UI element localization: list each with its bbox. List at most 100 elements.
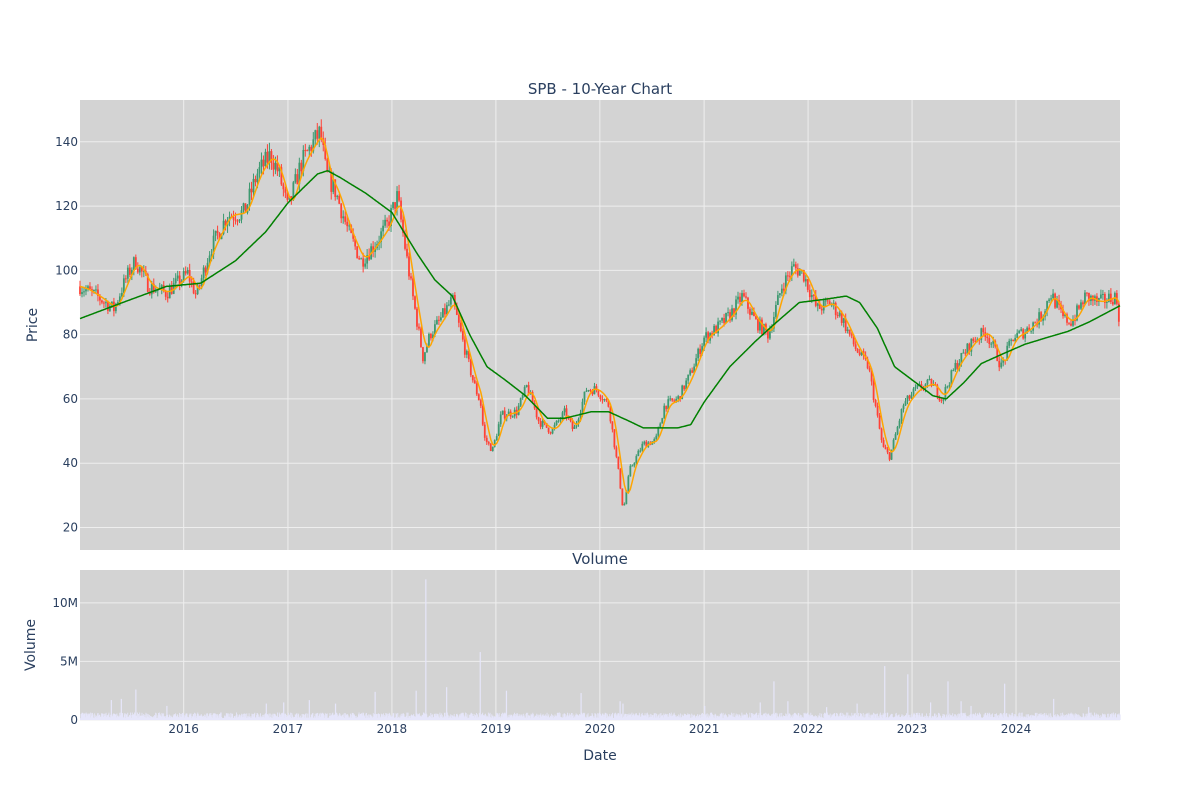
volume-bar — [204, 714, 206, 720]
volume-bar — [742, 714, 744, 720]
volume-bar — [364, 715, 366, 720]
price-y-tick-label: 120 — [55, 199, 78, 213]
candle-body — [491, 446, 494, 452]
volume-bar — [169, 715, 171, 720]
volume-bar — [828, 715, 829, 720]
candle-body — [725, 312, 727, 323]
volume-bar — [989, 713, 991, 720]
volume-bar — [866, 712, 868, 720]
volume-bar — [851, 712, 853, 720]
volume-bar — [1038, 714, 1040, 720]
volume-bar — [189, 713, 191, 720]
volume-bar — [358, 712, 360, 720]
volume-bar — [956, 717, 958, 720]
volume-bar — [764, 713, 766, 720]
candle-body — [619, 468, 622, 489]
volume-bar — [657, 714, 659, 720]
volume-bar — [81, 713, 83, 720]
volume-bar — [801, 716, 803, 720]
volume-bar — [267, 714, 269, 720]
volume-bar — [644, 713, 646, 720]
candle-body — [101, 300, 103, 303]
volume-bar — [986, 715, 988, 720]
volume-bar — [258, 714, 260, 720]
volume-bar — [305, 713, 306, 720]
volume-bar — [890, 714, 892, 720]
volume-bar — [604, 712, 606, 720]
candle-body — [557, 420, 560, 422]
volume-bar — [833, 713, 835, 720]
volume-bar — [494, 716, 496, 720]
volume-bar — [934, 713, 936, 720]
volume-bar — [287, 717, 289, 720]
volume-bar — [661, 715, 663, 720]
volume-spike-bar — [773, 681, 775, 720]
volume-bar — [113, 713, 114, 720]
candle-body — [250, 188, 253, 193]
candle-body — [352, 232, 355, 239]
volume-bar — [727, 716, 729, 720]
candle-body — [449, 297, 452, 305]
volume-bar — [800, 717, 802, 720]
volume-bar — [84, 713, 86, 720]
volume-bar — [347, 714, 349, 720]
candle-body — [571, 420, 574, 429]
volume-bar — [687, 715, 689, 720]
volume-bar — [642, 714, 644, 720]
candle-body — [916, 384, 919, 388]
volume-bar — [1008, 713, 1010, 720]
volume-bar — [818, 717, 820, 720]
volume-bar — [1010, 715, 1012, 720]
candle-body — [1113, 293, 1116, 305]
volume-bar — [722, 712, 724, 720]
volume-bar — [187, 717, 189, 720]
candle-body — [637, 450, 640, 457]
volume-bar — [693, 715, 694, 720]
candle-body — [780, 288, 783, 294]
volume-bar — [382, 716, 384, 720]
volume-bar — [972, 717, 974, 720]
volume-bar — [286, 716, 288, 720]
volume-bar — [143, 716, 145, 720]
candle-body — [318, 126, 321, 139]
volume-bar — [642, 716, 644, 720]
volume-bar — [521, 714, 523, 720]
candle-body — [880, 428, 883, 441]
volume-bar — [739, 717, 741, 720]
volume-bar — [284, 713, 286, 720]
candle-body — [609, 406, 612, 422]
volume-bar — [915, 712, 917, 720]
volume-bar — [1035, 712, 1037, 720]
volume-chart-title: Volume — [572, 550, 628, 568]
candle-body — [521, 394, 524, 399]
volume-bar — [843, 716, 845, 720]
volume-bar — [1095, 713, 1097, 720]
volume-bar — [640, 716, 642, 720]
volume-bar — [251, 713, 253, 720]
volume-bar — [441, 714, 443, 720]
volume-bar — [1115, 717, 1117, 720]
volume-bar — [666, 713, 668, 720]
volume-bar — [939, 715, 941, 720]
volume-bar — [923, 717, 925, 720]
volume-bar — [920, 716, 922, 720]
volume-bar — [281, 713, 283, 720]
candle-body — [539, 421, 542, 427]
volume-bar — [752, 713, 754, 720]
volume-bar — [217, 717, 219, 720]
volume-bar — [160, 715, 162, 720]
candle-body — [418, 326, 420, 329]
volume-bar — [87, 715, 89, 720]
candle-body — [653, 439, 656, 442]
volume-bar — [820, 717, 822, 720]
volume-bar — [1081, 717, 1083, 720]
volume-bar — [983, 714, 985, 720]
volume-bar — [1003, 717, 1005, 720]
volume-bar — [340, 716, 342, 720]
volume-bar — [375, 714, 377, 720]
volume-bar — [523, 715, 525, 720]
volume-bar — [563, 713, 565, 720]
volume-bar — [790, 717, 792, 720]
volume-bar — [1096, 717, 1098, 720]
candle-body — [412, 278, 414, 297]
